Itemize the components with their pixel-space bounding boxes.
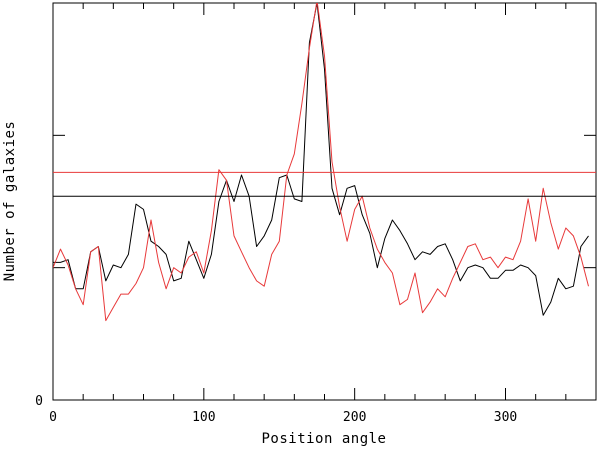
x-axis-title: Position angle <box>261 431 386 447</box>
axis-ticks <box>52 3 597 400</box>
tick-labels: 0 100 200 300 0 <box>35 394 517 425</box>
x-tick-label: 100 <box>192 410 215 425</box>
reference-lines <box>53 171 596 197</box>
x-tick-label: 200 <box>343 410 366 425</box>
x-tick-label: 300 <box>494 410 517 425</box>
black-series-line <box>53 3 589 316</box>
x-tick-label: 0 <box>49 410 57 425</box>
y-axis-title: Number of galaxies <box>2 121 18 282</box>
series-lines <box>53 3 589 322</box>
red-series-line <box>53 3 589 322</box>
y-tick-label: 0 <box>35 394 43 409</box>
